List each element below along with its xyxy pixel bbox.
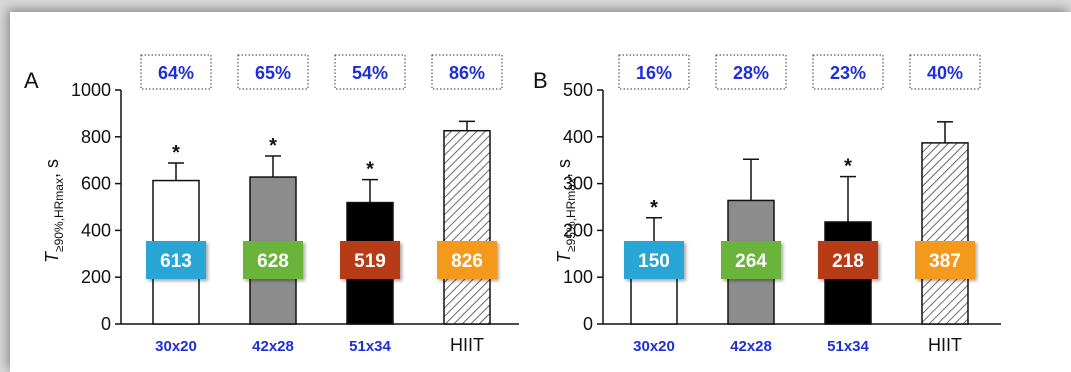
y-tick-label: 200 <box>563 220 593 240</box>
y-axis-title: T≥95%,HRmax, s <box>554 159 578 263</box>
percentage-label: 28% <box>733 63 769 83</box>
value-box <box>818 241 878 279</box>
y-axis-title-unit: , s <box>42 159 62 178</box>
y-axis-title-unit: , s <box>554 159 574 178</box>
y-tick-label: 1000 <box>71 80 111 100</box>
percentage-label: 54% <box>352 63 388 83</box>
y-axis-title-sub: ≥95%,HRmax <box>564 178 578 252</box>
value-box <box>437 241 497 279</box>
y-axis-title-main: T <box>42 250 62 263</box>
bar <box>443 129 491 325</box>
y-tick-label: 600 <box>81 174 111 194</box>
category-label: 51x34 <box>827 338 869 355</box>
category-label: 51x34 <box>349 338 391 355</box>
significance-star: * <box>650 197 658 219</box>
value-label: 387 <box>929 251 961 272</box>
y-tick-label: 200 <box>81 267 111 287</box>
category-label: 42x28 <box>252 338 294 355</box>
value-box <box>243 241 303 279</box>
percentage-label: 23% <box>830 63 866 83</box>
y-tick-label: 500 <box>563 80 593 100</box>
percentage-box <box>909 54 981 90</box>
value-box <box>340 241 400 279</box>
y-tick-label: 400 <box>81 220 111 240</box>
y-tick-label: 800 <box>81 127 111 147</box>
category-label: HIIT <box>450 335 484 355</box>
y-tick-label: 100 <box>563 267 593 287</box>
value-label: 613 <box>160 251 192 272</box>
value-label: 826 <box>451 251 483 272</box>
percentage-box <box>140 54 212 90</box>
significance-star: * <box>844 156 852 178</box>
y-tick-label: 400 <box>563 127 593 147</box>
percentage-box <box>237 54 309 90</box>
percentage-label: 65% <box>255 63 291 83</box>
percentage-label: 40% <box>927 63 963 83</box>
y-tick-label: 0 <box>101 314 111 334</box>
significance-star: * <box>172 142 180 164</box>
percentage-label: 64% <box>158 63 194 83</box>
percentage-label: 86% <box>449 63 485 83</box>
value-label: 150 <box>638 251 670 272</box>
y-tick-label: 300 <box>563 174 593 194</box>
percentage-box <box>715 54 787 90</box>
category-label: HIIT <box>928 335 962 355</box>
percentage-box <box>812 54 884 90</box>
y-axis-title-sub: ≥90%,HRmax <box>52 178 66 252</box>
percentage-box <box>431 54 503 90</box>
bar <box>921 142 969 325</box>
percentage-box <box>618 54 690 90</box>
panel-b: B 0 100 200 300 400 500 T≥95%,HRmax, s 16% * 150 30… <box>533 54 1001 355</box>
value-box <box>721 241 781 279</box>
value-box <box>624 241 684 279</box>
panel-letter: A <box>24 68 39 93</box>
significance-star: * <box>269 135 277 157</box>
value-label: 264 <box>735 251 767 272</box>
category-label: 42x28 <box>730 338 772 355</box>
value-label: 628 <box>257 251 289 272</box>
category-label: 30x20 <box>633 338 675 355</box>
panel-a: A 0 200 400 600 800 1000 T≥90%,HRmax, s 64% * 613 3… <box>24 54 519 355</box>
percentage-box <box>334 54 406 90</box>
value-box <box>146 241 206 279</box>
value-label: 218 <box>832 251 864 272</box>
percentage-label: 16% <box>636 63 672 83</box>
y-axis-title-main: T <box>554 250 574 263</box>
value-box <box>915 241 975 279</box>
value-label: 519 <box>354 251 386 272</box>
y-tick-label: 0 <box>583 314 593 334</box>
figure-frame: A 0 200 400 600 800 1000 T≥90%,HRmax, s 64% * 613 3… <box>10 12 1071 372</box>
category-label: 30x20 <box>155 338 197 355</box>
panel-letter: B <box>533 68 548 93</box>
significance-star: * <box>366 159 374 181</box>
y-axis-title: T≥90%,HRmax, s <box>42 159 66 263</box>
